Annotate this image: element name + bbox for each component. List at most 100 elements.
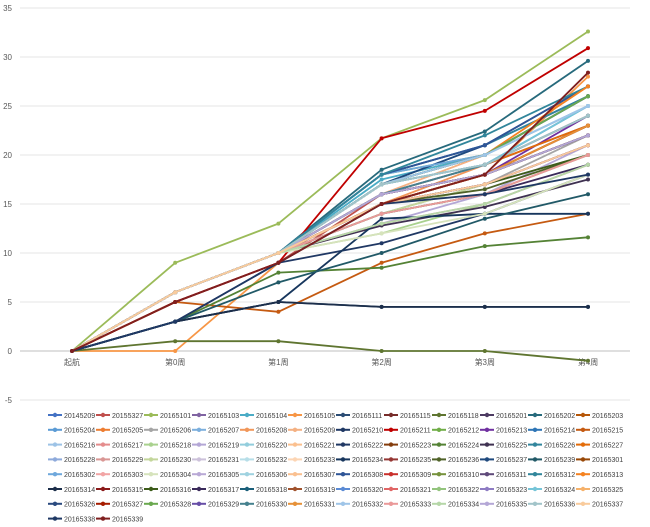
- legend-swatch-marker: [292, 412, 298, 418]
- data-point: [586, 162, 590, 167]
- legend-label: 20165322: [448, 487, 479, 494]
- legend-swatch-marker: [484, 486, 490, 492]
- legend-swatch-marker: [436, 427, 442, 432]
- series-20165334: [70, 162, 590, 353]
- legend-swatch-marker: [148, 427, 154, 432]
- legend-label: 20165215: [592, 428, 623, 435]
- data-point: [586, 29, 590, 34]
- legend-swatch-marker: [244, 486, 250, 492]
- legend-label: 20165224: [448, 442, 479, 449]
- legend-item: 20165202: [528, 412, 575, 420]
- legend-swatch-marker: [100, 457, 106, 462]
- legend-item: 20165330: [240, 501, 287, 509]
- legend-item: 20165316: [144, 486, 191, 494]
- legend-label: 20165232: [256, 457, 287, 464]
- legend-swatch-marker: [52, 472, 58, 477]
- legend-item: 20165230: [144, 457, 191, 464]
- legend-swatch-marker: [52, 516, 58, 521]
- legend-swatch-marker: [52, 457, 58, 462]
- legend-item: 20165215: [576, 427, 623, 435]
- legend-swatch-marker: [484, 442, 490, 447]
- data-point: [276, 221, 281, 226]
- data-point: [482, 187, 487, 192]
- legend-item: 20165217: [96, 442, 143, 449]
- legend-swatch-marker: [340, 427, 346, 432]
- legend-label: 20165206: [160, 428, 191, 435]
- x-tick-label: 第2周: [371, 357, 391, 367]
- legend-item: 20165321: [384, 486, 431, 494]
- legend-item: 20165338: [48, 516, 95, 523]
- legend-swatch-marker: [580, 442, 586, 447]
- legend-swatch-marker: [52, 442, 58, 447]
- legend-item: 20165226: [528, 442, 575, 449]
- legend-item: 20165311: [480, 472, 527, 479]
- data-point: [482, 133, 487, 138]
- data-point: [586, 192, 590, 197]
- series-line: [71, 144, 589, 352]
- legend-label: 20165304: [160, 472, 191, 479]
- series-line: [71, 144, 589, 352]
- data-point: [173, 339, 178, 344]
- legend-label: 20165111: [352, 413, 382, 420]
- data-point: [586, 177, 590, 182]
- series-line: [71, 144, 589, 352]
- data-point: [586, 358, 590, 363]
- legend-swatch-marker: [580, 427, 586, 432]
- legend-label: 20165318: [256, 487, 287, 494]
- legend-swatch-marker: [340, 486, 346, 492]
- legend-item: 20165118: [432, 412, 479, 420]
- series-line: [71, 163, 589, 352]
- legend-label: 20165115: [400, 413, 431, 420]
- data-point: [586, 304, 590, 309]
- legend-swatch-marker: [484, 427, 490, 432]
- legend-item: 20165306: [240, 472, 287, 479]
- data-point: [379, 304, 384, 309]
- legend-label: 20165329: [208, 502, 239, 509]
- legend-item: 20165328: [144, 501, 191, 509]
- legend-item: 20165303: [96, 472, 143, 479]
- series-lines: [70, 29, 590, 363]
- data-point: [482, 153, 487, 157]
- legend-label: 20165237: [496, 457, 527, 464]
- data-point: [276, 339, 281, 344]
- series-line: [71, 178, 589, 352]
- legend-swatch-marker: [340, 442, 346, 447]
- legend-swatch-marker: [100, 427, 106, 432]
- legend-label: 20165211: [400, 428, 431, 435]
- x-tick-label: 第0周: [165, 357, 185, 367]
- legend-label: 20165218: [160, 442, 191, 449]
- legend-swatch-marker: [484, 457, 490, 462]
- legend-item: 20165225: [480, 442, 527, 449]
- data-point: [482, 204, 487, 209]
- legend-item: 20165213: [480, 427, 527, 435]
- legend-label: 20165228: [64, 457, 95, 464]
- data-point: [379, 241, 384, 246]
- legend-swatch-marker: [388, 472, 394, 477]
- legend-item: 20165212: [432, 427, 479, 435]
- data-point: [276, 270, 281, 275]
- y-tick-label: 10: [3, 249, 12, 258]
- data-point: [379, 349, 384, 353]
- legend-label: 20165323: [496, 487, 527, 494]
- data-point: [276, 260, 281, 265]
- legend-label: 20165236: [448, 457, 479, 464]
- legend-label: 20165308: [352, 472, 383, 479]
- legend-swatch-marker: [148, 501, 154, 506]
- legend-swatch-marker: [52, 486, 58, 492]
- series-line: [71, 236, 589, 352]
- legend-label: 20165204: [64, 428, 95, 435]
- legend-label: 20165332: [352, 502, 383, 509]
- data-point: [482, 304, 487, 309]
- legend-item: 20165324: [528, 486, 575, 494]
- legend-item: 20165201: [480, 412, 527, 420]
- data-point: [379, 136, 384, 141]
- data-point: [586, 211, 590, 216]
- legend-item: 20165335: [480, 501, 527, 509]
- legend-item: 20165111: [336, 412, 382, 420]
- legend-item: 20165233: [288, 457, 335, 464]
- legend-item: 20165339: [96, 516, 143, 523]
- legend-label: 20165201: [496, 413, 527, 420]
- data-point: [379, 182, 384, 187]
- data-point: [379, 221, 384, 226]
